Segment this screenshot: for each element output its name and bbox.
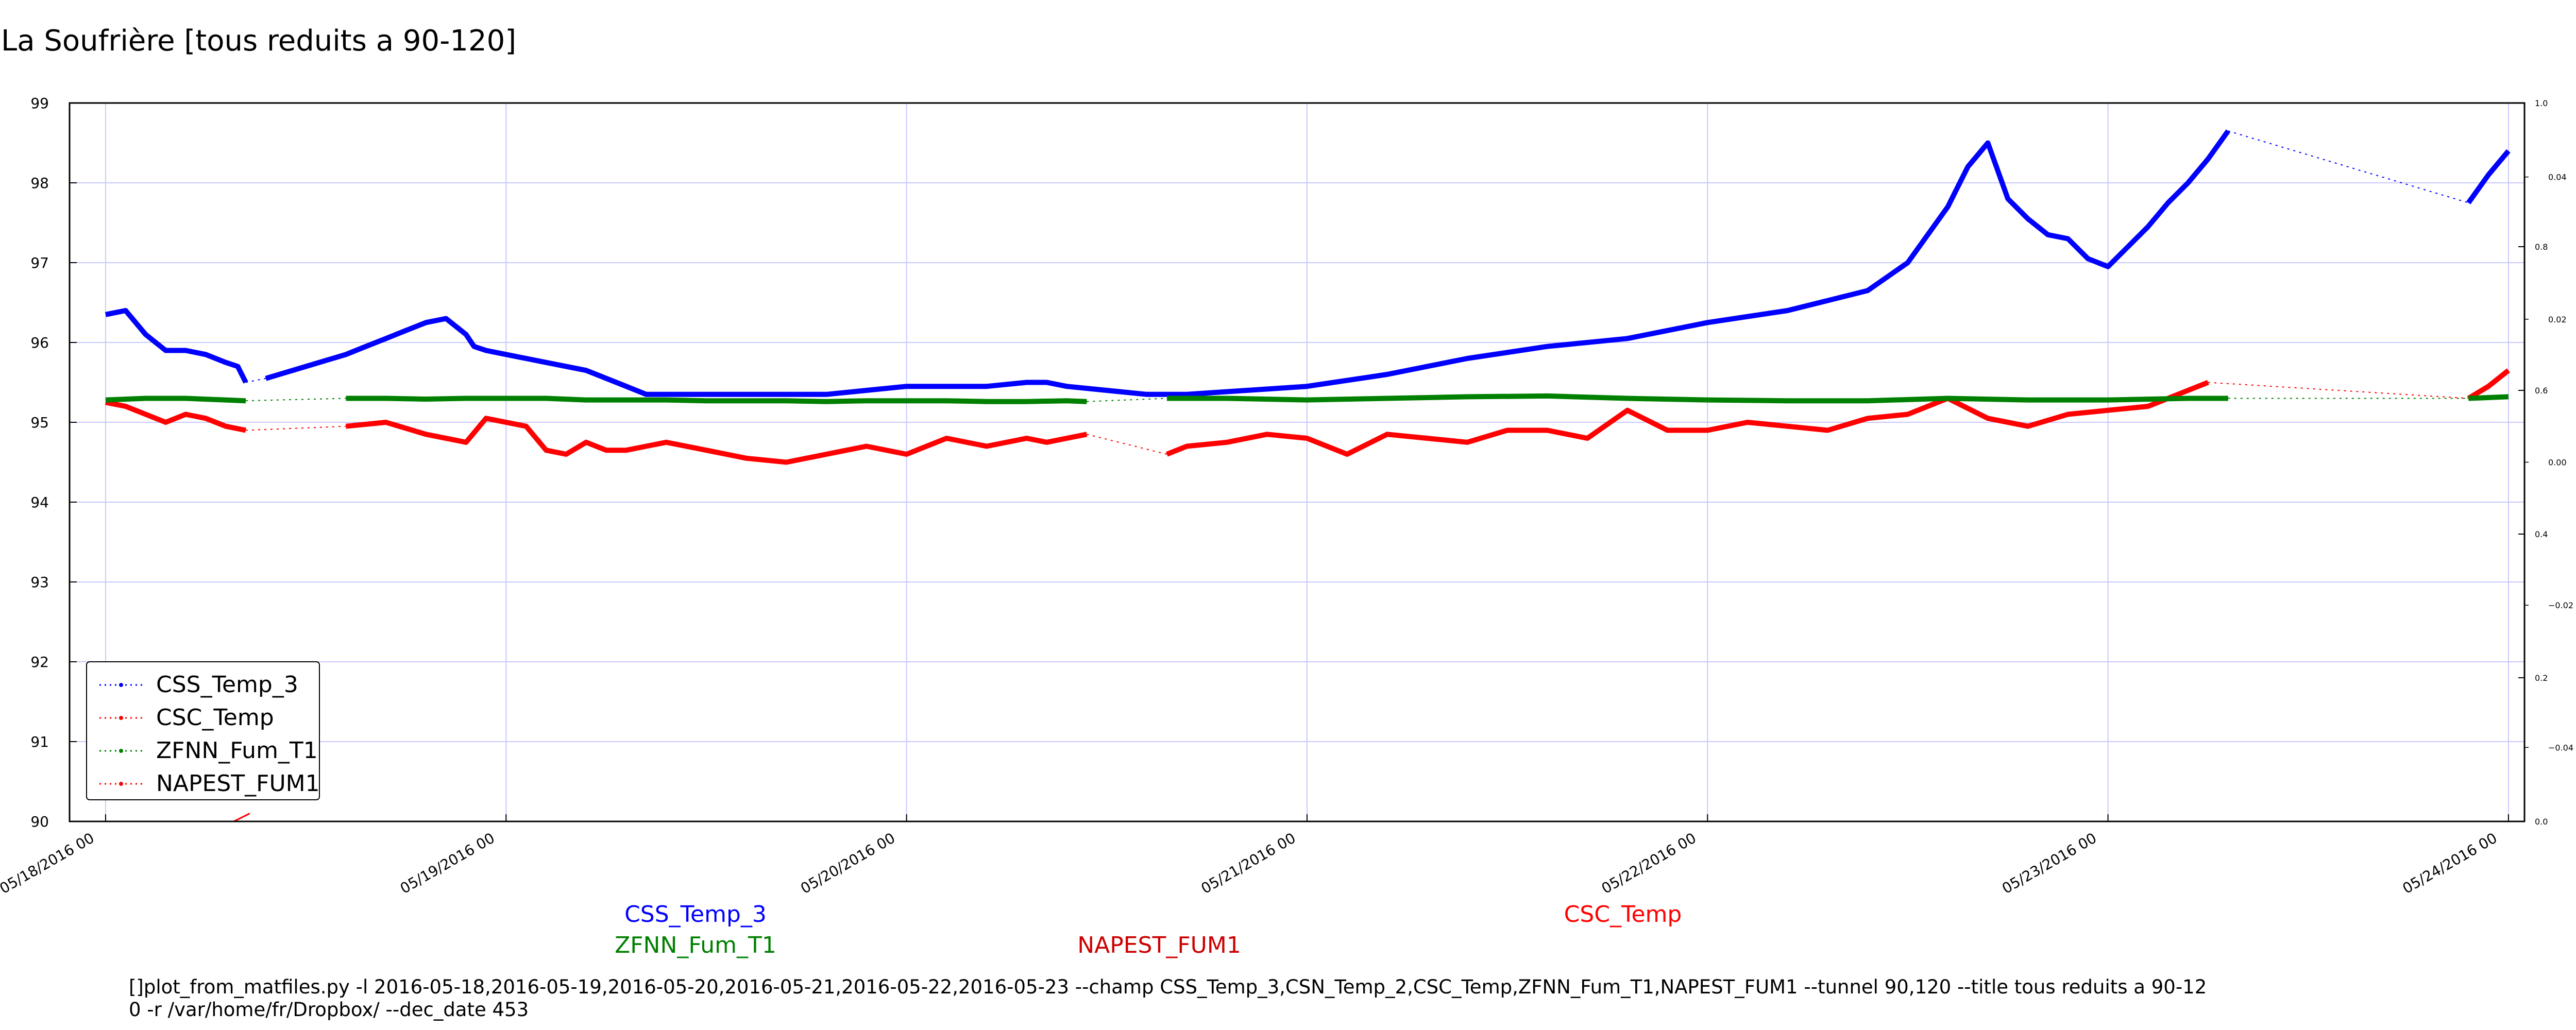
series-csc-temp xyxy=(105,368,2511,465)
legend-marker xyxy=(119,782,123,786)
command-line-footer: []plot_from_matfiles.py -l 2016-05-18,20… xyxy=(129,976,2207,1021)
right-tick-label-small: 0.04 xyxy=(2548,173,2567,182)
series-annotation-label: NAPEST_FUM1 xyxy=(1077,932,1241,958)
legend-marker xyxy=(119,716,123,720)
x-tick-label: 05/23/2016 00 xyxy=(1999,829,2099,897)
series-line-csc-temp xyxy=(1166,380,2209,457)
series-line-css-temp-3 xyxy=(265,129,2230,397)
legend: CSS_Temp_3 CSC_Temp ZFNN_Fum_T1 NAPEST_FUM1 xyxy=(86,661,320,800)
y-tick-label: 91 xyxy=(30,733,49,750)
right-tick-label: 0.8 xyxy=(2535,242,2548,252)
y-tick-label: 99 xyxy=(30,95,49,112)
right-tick-label-small: 0.02 xyxy=(2548,315,2567,324)
x-tick-label: 05/22/2016 00 xyxy=(1599,829,1699,897)
series-gap-csc-temp xyxy=(1087,434,1167,455)
grid xyxy=(70,102,2524,822)
right-tick-label-small: 0.00 xyxy=(2548,458,2567,468)
series-napest-fum1 xyxy=(233,813,250,822)
plot-frame xyxy=(69,102,2526,822)
series-line-csc-temp xyxy=(345,416,1088,465)
legend-label: CSC_Temp xyxy=(156,705,274,731)
y-tick-label: 96 xyxy=(30,334,49,351)
series-gap-css-temp-3 xyxy=(2228,130,2469,203)
chart-title: La Soufrière [tous reduits a 90-120] xyxy=(1,24,516,58)
series-line-napest-fum1 xyxy=(233,813,250,822)
series-annotation-label: CSC_Temp xyxy=(1564,901,1682,928)
right-tick-label: 1.0 xyxy=(2535,98,2548,108)
legend-label: ZFNN_Fum_T1 xyxy=(156,737,318,764)
series-line-css-temp-3 xyxy=(105,308,248,384)
legend-label: CSS_Temp_3 xyxy=(156,672,298,698)
series-gap-css-temp-3 xyxy=(245,377,266,383)
series-gap-csc-temp xyxy=(245,425,346,431)
series-layer xyxy=(105,129,2511,822)
right-tick-label: 0.2 xyxy=(2535,673,2548,683)
series-line-zfnn-fum-t1 xyxy=(1166,393,2228,404)
y-tick-label: 95 xyxy=(30,414,49,431)
right-tick-label-small: −0.02 xyxy=(2548,600,2573,610)
series-gap-zfnn-fum-t1 xyxy=(245,398,346,402)
series-line-csc-temp xyxy=(2467,368,2511,401)
series-line-zfnn-fum-t1 xyxy=(346,396,1087,404)
series-css-temp-3 xyxy=(105,129,2511,397)
series-gap-zfnn-fum-t1 xyxy=(1087,398,1167,402)
right-tick-label: 0.0 xyxy=(2535,817,2548,827)
legend-marker xyxy=(119,683,123,687)
series-line-css-temp-3 xyxy=(2466,149,2511,204)
legend-label: NAPEST_FUM1 xyxy=(156,770,320,797)
series-annotation-label: ZFNN_Fum_T1 xyxy=(615,932,776,958)
x-tick-label: 05/18/2016 00 xyxy=(0,829,97,897)
y-tick-label: 90 xyxy=(30,813,49,830)
y-tick-label: 92 xyxy=(30,654,49,671)
series-line-csc-temp xyxy=(105,400,246,433)
series-zfnn-fum-t1 xyxy=(105,393,2509,404)
right-tick-label: 0.6 xyxy=(2535,386,2548,396)
legend-marker xyxy=(119,749,123,753)
y-tick-label: 94 xyxy=(30,494,49,511)
x-tick-label: 05/19/2016 00 xyxy=(397,829,498,897)
ticks: 05/18/2016 00 05/19/2016 00 05/20/2016 00 0… xyxy=(0,95,2573,897)
x-tick-label: 05/21/2016 00 xyxy=(1198,829,1299,897)
series-line-zfnn-fum-t1 xyxy=(2468,394,2509,401)
y-tick-label: 97 xyxy=(30,254,49,271)
x-tick-label: 05/24/2016 00 xyxy=(2400,829,2500,897)
series-gap-csc-temp xyxy=(2208,382,2469,399)
x-tick-label: 05/20/2016 00 xyxy=(798,829,898,897)
series-line-zfnn-fum-t1 xyxy=(105,396,246,404)
y-tick-label: 98 xyxy=(30,175,49,192)
series-annotation-label: CSS_Temp_3 xyxy=(624,901,767,928)
legend-box xyxy=(86,661,320,800)
series-labels: CSS_Temp_3 ZFNN_Fum_T1 NAPEST_FUM1 CSC_Temp xyxy=(615,901,1682,958)
right-tick-label: 0.4 xyxy=(2535,529,2548,539)
right-tick-label-small: −0.04 xyxy=(2548,743,2573,752)
y-tick-label: 93 xyxy=(30,574,49,591)
